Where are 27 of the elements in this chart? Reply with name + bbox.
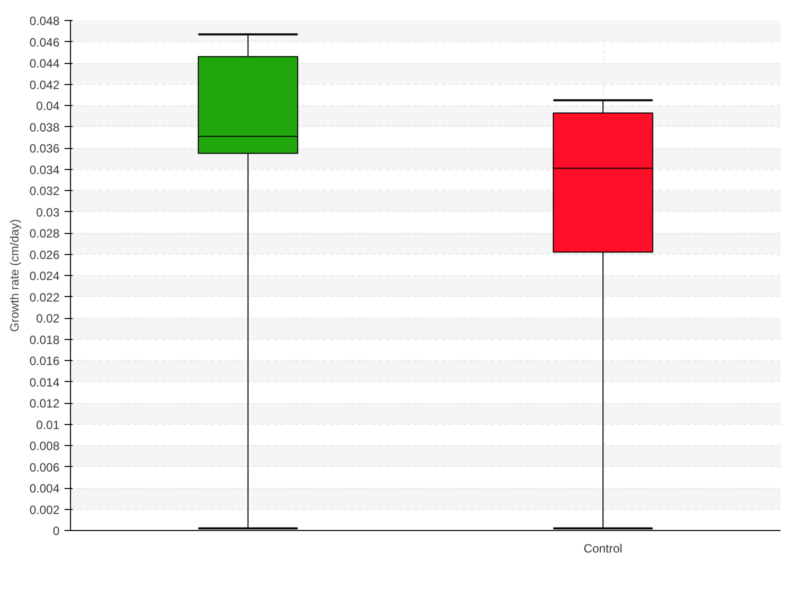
y-tick-label: 0.022 — [29, 290, 60, 304]
y-tick-label: 0.012 — [29, 396, 60, 410]
y-tick-label: 0.042 — [29, 78, 60, 92]
y-tick-label: 0.002 — [29, 502, 60, 517]
y-tick-label: 0.03 — [36, 205, 60, 220]
y-tick-label: 0.048 — [29, 14, 60, 28]
y-tick-label: 0 — [52, 524, 60, 538]
y-tick-label: 0.024 — [29, 269, 60, 283]
y-tick-label: 0.038 — [29, 120, 60, 134]
y-tick-label: 0.04 — [36, 99, 60, 113]
y-tick-label: 0.036 — [29, 142, 60, 156]
y-tick-label: 0.046 — [29, 35, 60, 50]
y-tick-label: 0.026 — [29, 248, 60, 262]
x-tick-label: Control — [584, 542, 622, 556]
y-tick-label: 0.02 — [36, 312, 60, 326]
y-tick-label: 0.006 — [29, 460, 60, 474]
y-tick-label: 0.034 — [29, 162, 60, 177]
y-tick-label: 0.032 — [29, 184, 60, 198]
y-tick-label: 0.004 — [29, 482, 60, 496]
y-tick-label: 0.014 — [29, 375, 60, 390]
y-tick-label: 0.016 — [29, 354, 60, 368]
y-tick-label: 0.044 — [29, 56, 60, 70]
y-tick-label: 0.018 — [29, 332, 60, 347]
y-axis-title: Growth rate (cm/day) — [7, 219, 22, 332]
y-tick-label: 0.028 — [29, 226, 60, 240]
y-tick-label: 0.01 — [36, 418, 60, 432]
y-tick-label: 0.008 — [29, 439, 60, 453]
